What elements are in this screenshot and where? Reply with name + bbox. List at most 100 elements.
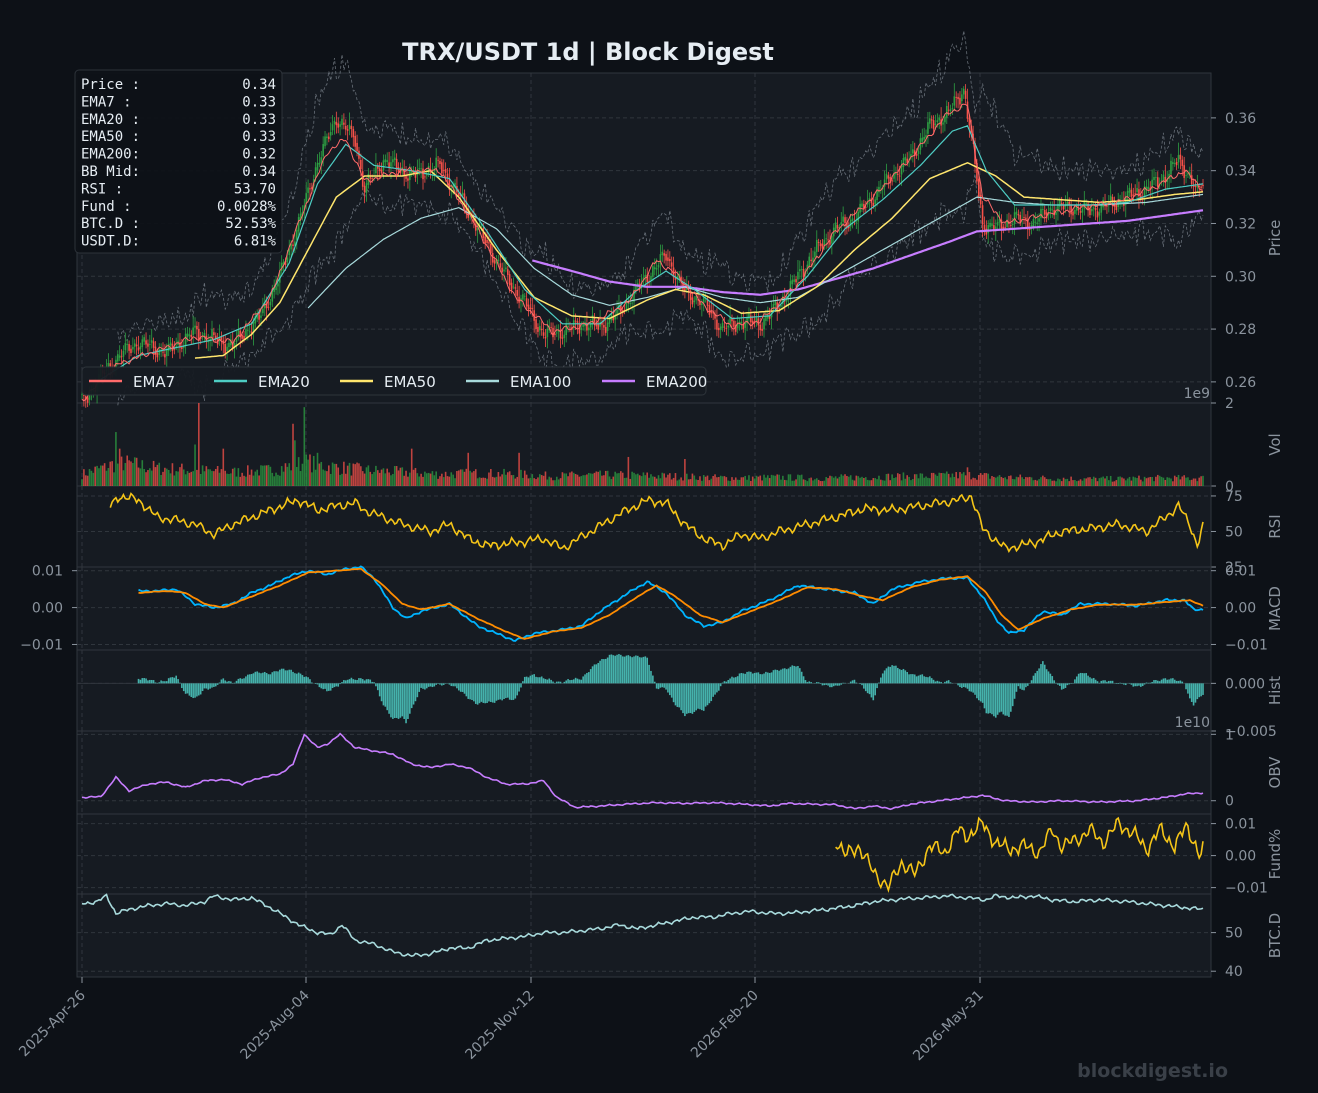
volume-bar	[275, 472, 277, 486]
hist-bar	[716, 683, 718, 693]
panel-rsi-ytick-label: 50	[1225, 524, 1243, 540]
volume-bar	[145, 472, 147, 486]
bollinger-upper	[117, 30, 1204, 343]
volume-bar	[292, 423, 294, 486]
volume-bar	[883, 480, 886, 486]
volume-bar	[1064, 479, 1067, 486]
candle-body	[878, 186, 880, 193]
candle-body	[891, 180, 893, 182]
volume-bar	[344, 473, 347, 486]
panel-price-ytick-label: 0.26	[1225, 375, 1256, 391]
hist-bar	[177, 679, 179, 684]
hist-bar	[459, 683, 462, 692]
hist-bar	[665, 683, 667, 690]
volume-bar	[1130, 480, 1133, 486]
volume-bar	[874, 478, 876, 486]
candle-body	[723, 326, 726, 328]
hist-bar	[712, 683, 714, 697]
candle-body	[819, 243, 822, 247]
volume-bar	[881, 480, 884, 486]
hist-bar	[237, 678, 240, 684]
volume-bar	[429, 473, 432, 486]
hist-bar	[1098, 682, 1101, 684]
candle-body	[748, 313, 750, 319]
hist-bar	[162, 681, 164, 684]
volume-bar	[893, 477, 895, 486]
hist-bar	[638, 657, 641, 684]
hist-bar	[478, 683, 481, 704]
panel-macd-ytick-label: 0.00	[1225, 601, 1256, 617]
hist-bar	[949, 682, 952, 684]
hist-bar	[1030, 680, 1033, 684]
hist-bar	[544, 679, 547, 684]
candle-body	[625, 300, 628, 310]
candle-body	[137, 347, 140, 351]
volume-bar	[763, 474, 765, 486]
info-label: EMA200:	[81, 147, 140, 163]
hist-bar	[288, 669, 291, 684]
hist-bar	[346, 679, 349, 684]
candle-body	[329, 132, 332, 136]
hist-bar	[395, 683, 398, 718]
candle-body	[224, 343, 226, 354]
hist-bar	[1202, 683, 1204, 695]
volume-bar	[832, 477, 835, 486]
volume-bar	[685, 473, 688, 486]
volume-bar	[1004, 477, 1006, 486]
candle-body	[499, 263, 502, 268]
hist-bar	[324, 683, 326, 689]
candle-body	[593, 317, 596, 323]
volume-bar	[759, 475, 762, 486]
hist-bar	[708, 683, 711, 704]
candle-body	[314, 167, 317, 179]
candle-body	[486, 239, 488, 243]
candle-body	[213, 332, 215, 336]
panel-rsi-ylabel: RSI	[1266, 514, 1284, 538]
hist-bar	[548, 678, 551, 684]
volume-bar	[94, 466, 96, 486]
candle-body	[1177, 155, 1180, 163]
hist-bar	[533, 674, 535, 684]
volume-bar	[684, 459, 686, 486]
volume-bar	[100, 465, 102, 486]
hist-bar	[491, 683, 494, 703]
candle-body	[802, 268, 805, 278]
hist-bar	[620, 654, 622, 684]
volume-bar	[974, 478, 976, 486]
hist-bar	[994, 683, 997, 718]
candle-body	[508, 274, 511, 286]
volume-bar	[768, 478, 771, 486]
volume-bar	[750, 480, 752, 486]
hist-bar	[571, 679, 573, 684]
hist-bar	[1145, 682, 1148, 684]
hist-bar	[248, 674, 251, 684]
panel-macd-ytick-left-label: 0.01	[32, 564, 63, 580]
hist-bar	[866, 683, 869, 694]
volume-bar	[143, 468, 145, 486]
hist-bar	[880, 677, 882, 684]
candle-body	[644, 274, 647, 278]
candle-body	[228, 342, 230, 348]
volume-bar	[953, 476, 956, 486]
hist-bar	[252, 673, 255, 684]
volume-bar	[503, 468, 505, 486]
candle-body	[152, 341, 155, 348]
volume-bar	[542, 475, 545, 486]
candle-body	[539, 326, 541, 331]
hist-bar	[789, 666, 792, 684]
volume-bar	[844, 474, 846, 486]
volume-bar	[295, 466, 298, 486]
hist-bar	[555, 681, 558, 684]
hist-bar	[765, 671, 767, 684]
candle-body	[606, 322, 609, 331]
hist-bar	[685, 683, 688, 714]
hist-bar	[224, 680, 226, 684]
volume-bar	[109, 461, 112, 486]
volume-bar	[785, 480, 788, 486]
volume-bar	[303, 407, 306, 486]
hist-bar	[471, 683, 473, 700]
volume-bar	[753, 478, 756, 486]
hist-bar	[401, 683, 404, 717]
candle-body	[945, 105, 948, 118]
candle-body	[235, 337, 238, 343]
